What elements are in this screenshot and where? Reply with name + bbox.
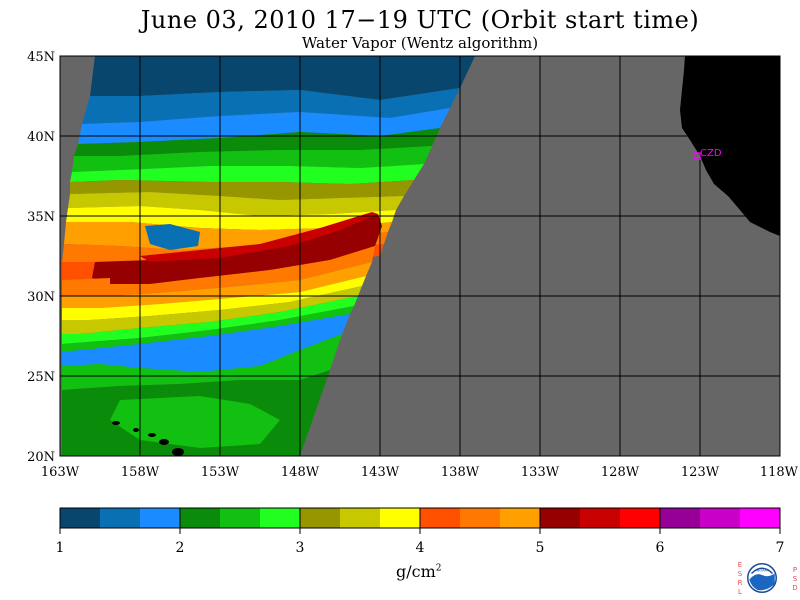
band-green-south — [62, 296, 358, 344]
band-red-core — [140, 212, 378, 262]
logo-letter: R — [737, 579, 743, 587]
lon-tick-label: 148W — [281, 465, 320, 480]
colorbar-swatch — [740, 508, 780, 528]
colorbar-tick-labels: 1 2 3 4 5 6 7 — [56, 508, 785, 556]
logo-letter: E — [737, 561, 743, 569]
lat-tick-label: 40N — [27, 130, 55, 145]
band-dark-blue-north — [90, 56, 475, 100]
colorbar-swatch — [620, 508, 660, 528]
logo-letter: P — [792, 566, 798, 574]
colorbar-swatch — [340, 508, 380, 528]
colorbar-unit: g/cm2 — [396, 562, 442, 581]
band-yellow-south — [62, 276, 366, 320]
colorbar-swatch — [540, 508, 580, 528]
colorbar-swatch — [420, 508, 460, 528]
lon-tick-label: 123W — [681, 465, 720, 480]
colorbar-swatch — [660, 508, 700, 528]
lat-tick-label: 20N — [27, 450, 55, 465]
band-yellow-olive-north — [68, 192, 404, 216]
page-title: June 03, 2010 17−19 UTC (Orbit start tim… — [140, 6, 700, 34]
colorbar-swatch — [300, 508, 340, 528]
colorbar-tick-label: 2 — [176, 540, 185, 556]
band-mid-blue-north — [82, 88, 460, 124]
colorbar-swatch — [60, 508, 100, 528]
band-olive-north — [70, 180, 414, 200]
logo-letter: L — [738, 588, 742, 596]
lat-tick-label: 30N — [27, 290, 55, 305]
lat-tick-label: 25N — [27, 370, 55, 385]
logo-letter: D — [792, 584, 798, 592]
band-mid-green-north — [72, 146, 432, 172]
logo-badge: NOAA — [757, 568, 768, 572]
map-frame — [59, 55, 781, 457]
band-orange-south — [62, 246, 375, 296]
colorbar-tick-label: 3 — [296, 540, 305, 556]
colorbar-swatch — [100, 508, 140, 528]
noaa-logo: NOAA — [747, 563, 777, 593]
colorbar-swatch — [260, 508, 300, 528]
band-yellow-north — [66, 206, 396, 230]
colorbar-swatch — [580, 508, 620, 528]
band-green-north — [74, 128, 440, 156]
north-america-land — [680, 56, 780, 236]
colorbar-swatch — [700, 508, 740, 528]
lon-tick-label: 128W — [601, 465, 640, 480]
band-blue-patch-west — [145, 224, 200, 250]
band-dark-red-core — [92, 214, 382, 284]
lon-tick-label: 153W — [201, 465, 240, 480]
band-olive-south — [62, 286, 362, 334]
logo-letter: S — [737, 570, 743, 578]
colorbar-swatch — [180, 508, 220, 528]
graticule — [60, 56, 780, 456]
lon-tick-label: 158W — [121, 465, 160, 480]
colorbar-swatch — [500, 508, 540, 528]
band-light-blue-south — [62, 314, 350, 372]
lat-tick-label: 45N — [27, 50, 55, 65]
colorbar-swatch — [380, 508, 420, 528]
band-mid-green-south — [62, 306, 354, 352]
band-orange — [62, 232, 388, 262]
lon-tick-label: 163W — [41, 465, 80, 480]
station-label: CZD — [700, 148, 722, 159]
lon-tick-label: 118W — [760, 465, 799, 480]
colorbar-tick-label: 7 — [776, 540, 785, 556]
lat-tick-label: 35N — [27, 210, 55, 225]
lon-tick-label: 138W — [441, 465, 480, 480]
lon-tick-label: 143W — [361, 465, 400, 480]
band-light-blue-north — [78, 108, 450, 144]
colorbar-swatch — [220, 508, 260, 528]
band-bright-green-north — [70, 164, 424, 184]
hawaii-islands — [112, 421, 184, 456]
lat-axis: 45N 40N 35N 30N 25N 20N — [27, 50, 55, 465]
unit-exponent: 2 — [435, 563, 442, 574]
logo-letter: S — [792, 575, 798, 583]
colorbar-tick-label: 4 — [416, 540, 425, 556]
page-subtitle: Water Vapor (Wentz algorithm) — [301, 34, 539, 52]
map-field — [60, 56, 780, 456]
colorbar-swatch — [140, 508, 180, 528]
colorbar-tick-label: 6 — [656, 540, 665, 556]
lon-tick-label: 133W — [521, 465, 560, 480]
colorbar-tick-label: 5 — [536, 540, 545, 556]
lon-axis: 163W 158W 153W 148W 143W 138W 133W 128W 123W 118W — [41, 465, 799, 480]
unit-text: g/cm — [396, 562, 436, 581]
colorbar-tick-label: 1 — [56, 540, 65, 556]
colorbar-swatch — [460, 508, 500, 528]
station-marker: CZD — [693, 148, 722, 160]
